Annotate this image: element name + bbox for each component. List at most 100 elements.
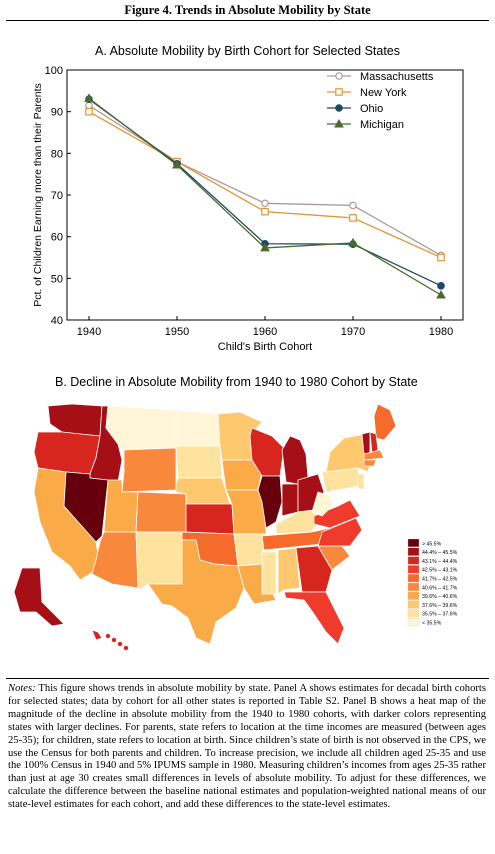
data-point	[349, 201, 357, 210]
data-point	[436, 289, 446, 299]
plot-frame	[66, 69, 464, 321]
legend-entry: 39.6% – 40.6%	[407, 591, 458, 600]
data-point	[348, 237, 358, 247]
state-nh	[369, 431, 379, 455]
states	[13, 403, 397, 651]
state-heat-map: > 45.5% 44.4% – 45.5% 43.1% – 44.4% 42.5% –…	[13, 403, 458, 651]
state-nv	[63, 471, 109, 543]
state-az	[91, 531, 139, 589]
state-nm	[135, 531, 183, 591]
state-tx	[147, 539, 245, 645]
legend-swatch	[407, 547, 420, 556]
legend-swatch	[407, 574, 420, 583]
legend-label: 41.7% – 42.5%	[422, 577, 458, 583]
notes-text: This figure shows trends in absolute mob…	[8, 683, 486, 811]
legend-swatch	[407, 556, 420, 565]
state-ks	[185, 503, 235, 535]
state-me	[373, 403, 397, 441]
legend-label: 43.1% – 44.4%	[422, 559, 458, 565]
y-axis-label: Pct. of Children Earning more than their…	[32, 83, 44, 307]
legend-entry: 40.6% – 41.7%	[407, 582, 458, 591]
legend-label: Massachusetts	[360, 71, 434, 83]
series-michigan	[84, 93, 446, 299]
state-ma	[363, 449, 385, 461]
state-hi	[91, 629, 103, 641]
panel-b-title: B. Decline in Absolute Mobility from 194…	[55, 375, 418, 389]
state-wy	[121, 447, 177, 493]
data-point	[85, 107, 93, 116]
y-tick-label: 100	[45, 65, 63, 77]
legend-swatch	[407, 582, 420, 591]
notes-label: Notes:	[8, 683, 36, 694]
state-in	[281, 483, 299, 517]
legend-entry: 37.6% – 39.6%	[407, 600, 458, 609]
panel-a-title: A. Absolute Mobility by Birth Cohort for…	[95, 44, 401, 58]
legend-entry: 43.1% – 44.4%	[407, 556, 458, 565]
series-new-york	[85, 107, 445, 262]
legend-entry: Ohio	[327, 103, 383, 115]
state-ga	[295, 545, 333, 593]
legend-label: 37.6% – 39.6%	[422, 603, 458, 609]
legend-label: 40.6% – 41.7%	[422, 585, 458, 591]
x-tick-label: 1970	[341, 326, 365, 338]
legend-entry: Massachusetts	[327, 71, 434, 83]
legend-marker	[335, 72, 343, 80]
data-point	[261, 199, 269, 208]
legend-swatch	[407, 618, 420, 627]
y-tick-label: 50	[51, 273, 63, 285]
state-ak	[13, 567, 65, 627]
data-point	[84, 93, 94, 102]
legend-label: Ohio	[360, 103, 383, 115]
state-or	[33, 431, 101, 475]
legend-swatch	[407, 609, 420, 618]
legend-entry: 42.5% – 43.1%	[407, 565, 458, 574]
y-tick-label: 80	[51, 148, 63, 160]
legend-entry: New York	[327, 87, 407, 99]
legend-swatch	[407, 591, 420, 600]
state-ms	[261, 551, 277, 595]
x-tick-label: 1950	[165, 326, 189, 338]
data-point	[260, 242, 270, 252]
notes: Notes: This figure shows trends in absol…	[8, 683, 486, 812]
legend-entry: 41.7% – 42.5%	[407, 574, 458, 583]
top-rule	[6, 20, 489, 21]
y-tick-label: 60	[51, 232, 63, 244]
legend-entry: > 45.5%	[407, 538, 442, 547]
legend-swatch	[407, 600, 420, 609]
legend-entry: 35.5% – 37.6%	[407, 609, 458, 618]
state-fl	[283, 591, 345, 645]
state-al	[277, 547, 301, 595]
state-co	[135, 491, 187, 533]
y-tick-label: 90	[51, 107, 63, 119]
state-nc	[317, 517, 363, 547]
state-ar	[233, 533, 265, 567]
legend-marker	[335, 88, 343, 96]
state-nd	[175, 409, 221, 447]
y-tick-label: 40	[51, 315, 63, 327]
x-tick-label: 1980	[429, 326, 453, 338]
series-line	[88, 111, 442, 259]
state-mi	[281, 435, 309, 485]
data-point	[437, 282, 445, 290]
legend-label: < 35.5%	[422, 621, 442, 627]
y-tick-label: 70	[51, 190, 63, 202]
x-axis-label: Child's Birth Cohort	[218, 341, 312, 353]
state-sd	[175, 445, 223, 479]
legend-label: 44.4% – 45.5%	[422, 550, 458, 556]
legend-entry: Michigan	[327, 118, 404, 131]
notes-rule	[6, 678, 489, 679]
legend-label: 39.6% – 40.6%	[422, 594, 458, 600]
legend-label: 35.5% – 37.6%	[422, 612, 458, 618]
legend-label: New York	[360, 87, 407, 99]
state-ne	[175, 477, 231, 505]
legend-swatch	[407, 565, 420, 574]
x-tick-label: 1960	[253, 326, 277, 338]
state-hi-island	[111, 637, 117, 643]
data-point	[437, 253, 445, 262]
state-ia	[221, 459, 263, 491]
state-hi-island	[117, 641, 123, 647]
data-point	[172, 159, 182, 169]
legend-entry: 44.4% – 45.5%	[407, 547, 458, 556]
state-nj	[357, 473, 365, 491]
figure-title: Figure 4. Trends in Absolute Mobility by…	[124, 3, 371, 17]
